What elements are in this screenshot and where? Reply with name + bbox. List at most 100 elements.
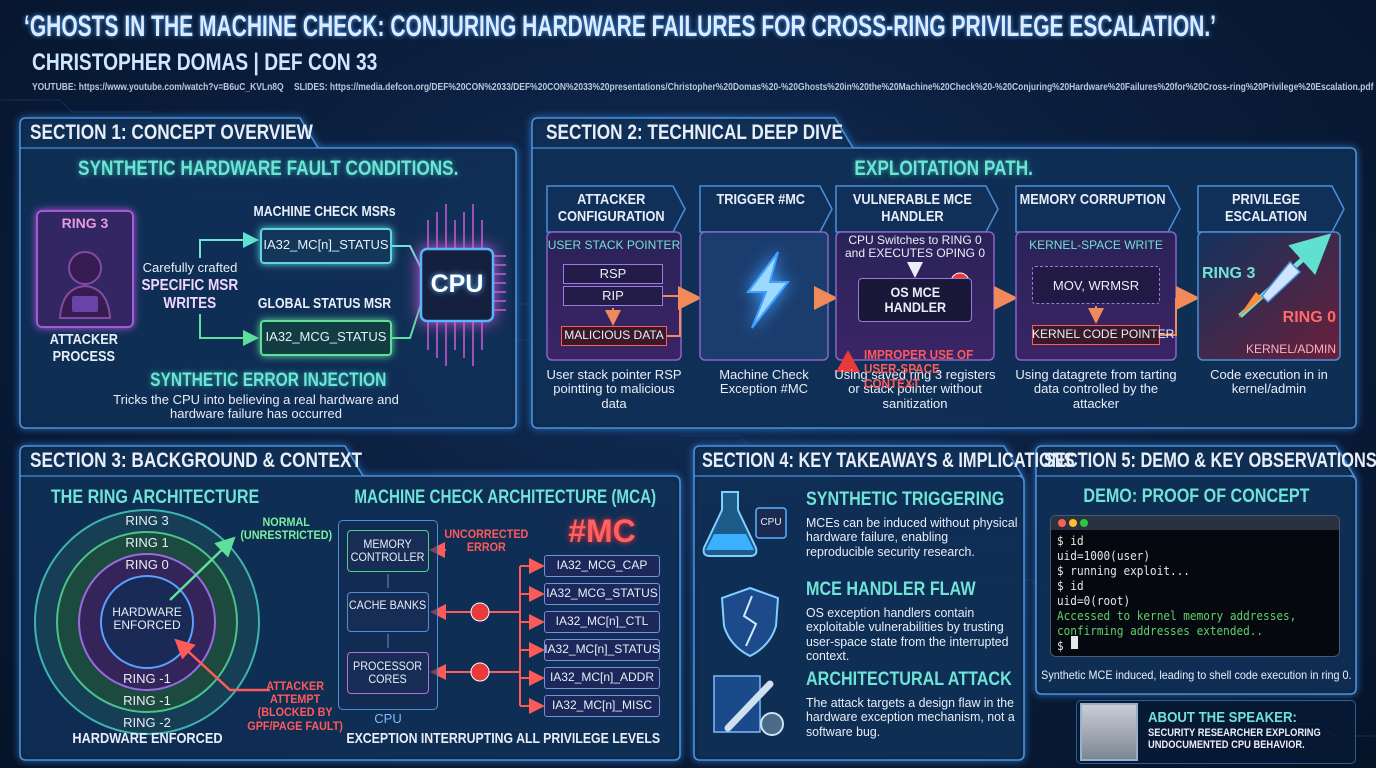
bus-line (392, 245, 422, 269)
register-name: IA32_MC[n]_MISC (551, 698, 653, 712)
arrow (1160, 298, 1177, 336)
msr-box (260, 228, 392, 264)
msr-group-label: MACHINE CHECK MSRs (253, 203, 397, 220)
step-label: KERNEL-SPACE WRITE (1029, 238, 1163, 252)
lightning (746, 251, 791, 329)
attacker-label: ATTACKER PROCESS (49, 331, 119, 365)
takeaway-text: MCEs can be induced without physical har… (806, 515, 1018, 559)
terminal-line: uid=0(root) (1057, 594, 1131, 608)
takeaway-text: OS exception handlers contain exploitabl… (806, 605, 1009, 663)
uncorrected-label: UNCORRECTED ERROR (443, 527, 528, 555)
register-name: IA32_MCG_CAP (556, 558, 648, 572)
takeaway-text: The attack targets a design flaw in the … (806, 695, 1015, 739)
step-caption: User stack pointer RSP pointting to mali… (546, 367, 682, 411)
ring-label: RING 1 (125, 535, 169, 550)
msr-group-label: GLOBAL STATUS MSR (258, 295, 392, 312)
handler-name: OS MCE HANDLER (884, 284, 946, 316)
privilege-label: KERNEL/ADMIN (1245, 342, 1336, 356)
step-title: ATTACKER CONFIGURATION (557, 191, 665, 225)
ring3-box (36, 210, 134, 328)
step-title: PRIVILEGE ESCALATION (1225, 191, 1307, 225)
step-caption: Machine Check Exception #MC (719, 367, 809, 397)
mca-footer: EXCEPTION INTERRUPTING ALL PRIVILEGE LEV… (346, 730, 660, 747)
gear-icon (760, 712, 784, 736)
takeaway-title: MCE HANDLER FLAW (806, 579, 976, 600)
arrow (663, 295, 681, 337)
component-label: CACHE BANKS (349, 598, 427, 612)
center-label: HARDWARE ENFORCED (112, 605, 182, 633)
component-box (347, 652, 429, 694)
bus-line (392, 303, 422, 339)
step-header (835, 185, 999, 233)
component-label: PROCESSOR CORES (353, 659, 423, 687)
register-box (544, 667, 660, 689)
section-heading: SECTION 3: BACKGROUND & CONTEXT (30, 449, 362, 472)
window-dot (1058, 519, 1066, 527)
step-caption: Using datagrete from tarting data contro… (1015, 367, 1177, 411)
subheading: THE RING ARCHITECTURE (50, 487, 260, 508)
register-box (544, 695, 660, 717)
rings-footer: HARDWARE ENFORCED (72, 730, 223, 747)
section-heading: SECTION 1: CONCEPT OVERVIEW (30, 121, 313, 144)
register: RSP (599, 266, 627, 281)
register-box (563, 264, 663, 284)
rocket (1260, 260, 1302, 304)
register: RIP (602, 288, 624, 303)
cpu-label: CPU (430, 270, 484, 298)
ring-label: RING -1 (123, 671, 171, 686)
step-label: CPU Switches to RING 0 and EXECUTES OPIN… (844, 233, 986, 261)
ring-label: RING -2 (123, 715, 171, 730)
arrow (199, 314, 259, 346)
subheading: SYNTHETIC HARDWARE FAULT CONDITIONS. (77, 157, 459, 180)
alert-icon (470, 602, 490, 622)
terminal-line: uid=1000(user) (1057, 549, 1151, 563)
flask-liquid (706, 534, 754, 550)
terminal-line: confirming addresses extended.. (1057, 624, 1264, 638)
kernel-pointer: KERNEL CODE POINTER (1032, 327, 1175, 341)
msr-box (260, 320, 392, 356)
register-name: IA32_MC[n]_STATUS (544, 642, 660, 656)
warning-text: IMPROPER USE OF USER-SPACE CONTEXT (864, 347, 974, 391)
warning-icon (836, 350, 860, 372)
youtube-link: YOUTUBE: https://www.youtube.com/watch?v… (32, 82, 284, 93)
step-title: VULNERABLE MCE HANDLER (852, 191, 972, 225)
step-caption: Code execution in in kernel/admin (1210, 367, 1328, 397)
msr-name: IA32_MCG_STATUS (265, 329, 387, 344)
mc-label: #MC (568, 513, 636, 549)
section-heading: SECTION 5: DEMO & KEY OBSERVATIONS (1044, 449, 1376, 472)
step-caption: Using saved ring 3 registers or stack po… (834, 367, 996, 411)
terminal-line: Accessed to kernel memory addresses, (1057, 609, 1297, 623)
step-title: TRIGGER #MC (716, 191, 806, 208)
component-box (347, 592, 429, 632)
speaker-title: ABOUT THE SPEAKER: (1148, 709, 1297, 726)
speaker-text: SECURITY RESEARCHER EXPLORING UNDOCUMENT… (1148, 727, 1321, 752)
title: ‘GHOSTS IN THE MACHINE CHECK: CONJURING … (24, 10, 1217, 43)
register-name: IA32_MCG_STATUS (546, 586, 658, 600)
register-box (544, 583, 660, 605)
subheading: DEMO: PROOF OF CONCEPT (1082, 486, 1310, 507)
terminal (1050, 515, 1340, 657)
step-header (1197, 185, 1345, 233)
terminal-cursor (1071, 636, 1078, 649)
step-header (699, 185, 833, 233)
section-heading: SECTION 4: KEY TAKEAWAYS & IMPLICATIONS (702, 449, 1075, 472)
cpu-label: CPU (374, 711, 402, 726)
subtitle: CHRISTOPHER DOMAS | DEF CON 33 (32, 49, 378, 76)
instruction: MOV, WRMSR (1052, 278, 1140, 293)
chip-icon-label: CPU (760, 517, 782, 528)
register-box (563, 286, 663, 306)
terminal-line: $ (1057, 639, 1064, 653)
ring-label: RING 3 (125, 513, 169, 528)
attack-label: ATTACKER ATTEMPT (BLOCKED BY GPF/PAGE FA… (247, 679, 343, 733)
step-header (1015, 185, 1181, 233)
register-name: IA32_MC[n]_CTL (555, 614, 649, 628)
demo-caption: Synthetic MCE induced, leading to shell … (1040, 668, 1352, 682)
register-box (544, 611, 660, 633)
speaker-photo (1080, 703, 1138, 761)
wrench-icon (724, 680, 774, 732)
register-name: IA32_MC[n]_ADDR (549, 670, 655, 684)
ring-label: RING 0 (125, 557, 169, 572)
injection-title: SYNTHETIC ERROR INJECTION (149, 370, 387, 391)
arrow (199, 232, 259, 258)
injection-text: Tricks the CPU into believing a real har… (113, 392, 399, 422)
